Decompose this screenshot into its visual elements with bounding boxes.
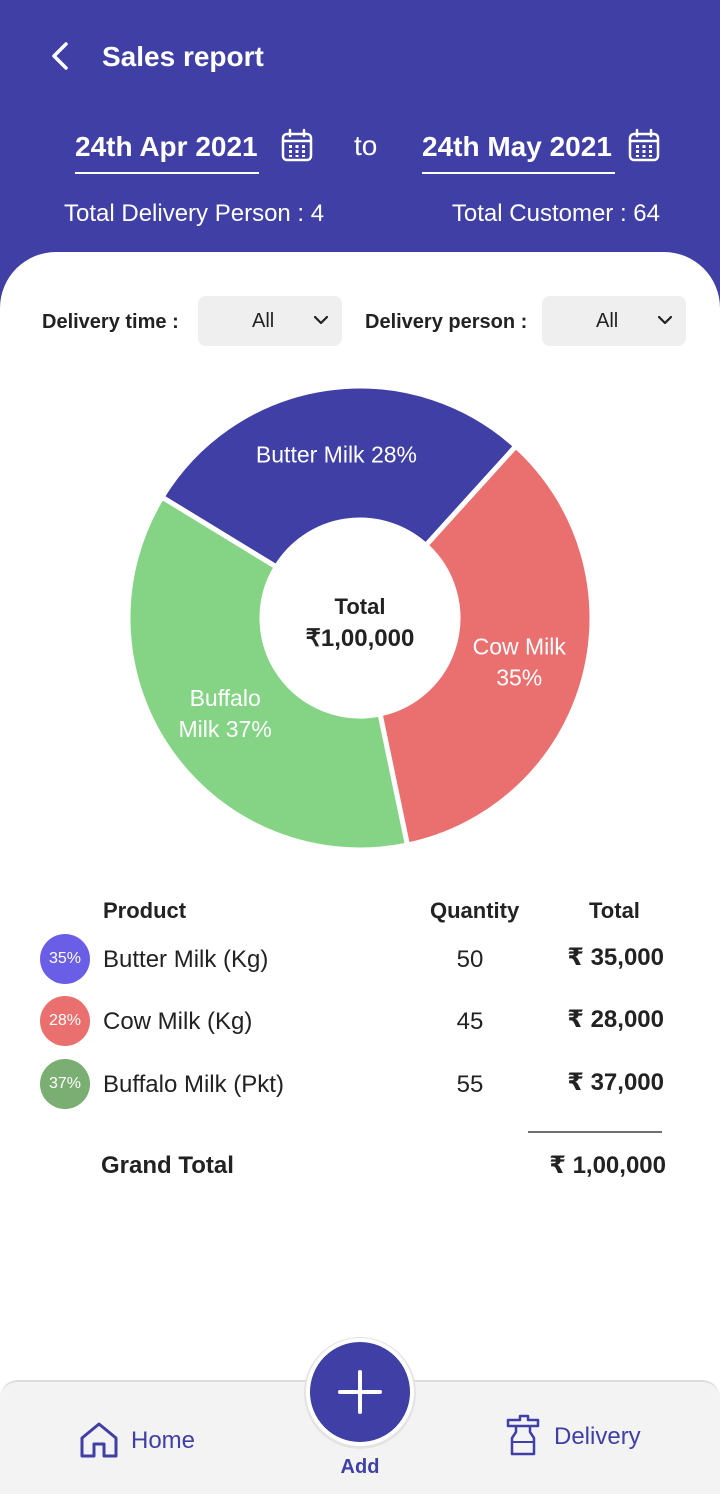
- delivery-time-label: Delivery time :: [42, 311, 179, 333]
- total-delivery-person: Total Delivery Person : 4: [64, 200, 325, 227]
- table-row: 35% Butter Milk (Kg) 50 ₹ 35,000: [0, 934, 720, 990]
- product-quantity: 50: [456, 946, 484, 973]
- back-arrow-icon: [52, 42, 68, 70]
- nav-delivery-label: Delivery: [554, 1423, 641, 1450]
- delivery-person-label: Delivery person :: [365, 311, 528, 333]
- pie-slice-label: Buffalo Milk 37%: [179, 685, 272, 742]
- back-button[interactable]: [44, 38, 80, 74]
- product-name: Buffalo Milk (Pkt): [103, 1071, 284, 1098]
- delivery-person-select[interactable]: All: [542, 296, 686, 346]
- end-calendar-button[interactable]: [627, 128, 661, 164]
- total-divider: [528, 1131, 662, 1133]
- product-quantity: 55: [456, 1071, 484, 1098]
- calendar-icon: [281, 128, 313, 162]
- chevron-down-icon: [313, 315, 329, 325]
- product-total: ₹ 35,000: [567, 944, 664, 971]
- calendar-icon: [628, 128, 660, 162]
- total-customer: Total Customer : 64: [451, 200, 660, 227]
- delivery-person-value: All: [596, 310, 619, 332]
- product-total: ₹ 37,000: [567, 1069, 664, 1096]
- date-range-separator: to: [354, 130, 378, 161]
- column-header-quantity: Quantity: [430, 898, 520, 923]
- start-calendar-button[interactable]: [280, 128, 314, 164]
- delivery-bottle-icon: [506, 1414, 540, 1456]
- add-button[interactable]: [306, 1338, 414, 1446]
- home-icon: [80, 1422, 118, 1458]
- nav-home-button[interactable]: Home: [78, 1420, 228, 1464]
- column-header-total: Total: [589, 898, 640, 923]
- plus-icon: [338, 1370, 382, 1414]
- table-row: 37% Buffalo Milk (Pkt) 55 ₹ 37,000: [0, 1059, 720, 1115]
- add-button-label[interactable]: Add: [340, 1456, 380, 1478]
- pie-slice: [158, 383, 520, 571]
- product-quantity: 45: [456, 1008, 484, 1035]
- product-name: Cow Milk (Kg): [103, 1008, 253, 1035]
- end-date-field[interactable]: 24th May 2021: [422, 128, 615, 174]
- chart-center-value: ₹1,00,000: [306, 625, 415, 652]
- chevron-down-icon: [657, 315, 673, 325]
- nav-home-label: Home: [131, 1427, 196, 1454]
- percent-badge: 35%: [40, 934, 90, 984]
- grand-total-label: Grand Total: [101, 1152, 234, 1179]
- pie-slice: [377, 442, 595, 849]
- delivery-time-value: All: [252, 310, 275, 332]
- product-total: ₹ 28,000: [567, 1006, 664, 1033]
- delivery-time-select[interactable]: All: [198, 296, 342, 346]
- percent-badge: 37%: [40, 1059, 90, 1109]
- page-title: Sales report: [102, 41, 264, 72]
- percent-badge: 28%: [40, 996, 90, 1046]
- nav-delivery-button[interactable]: Delivery: [504, 1414, 664, 1458]
- pie-slice: [125, 493, 411, 853]
- grand-total-value: ₹ 1,00,000: [549, 1152, 666, 1179]
- pie-slice-label: Cow Milk 35%: [473, 633, 567, 690]
- product-name: Butter Milk (Kg): [103, 946, 269, 973]
- table-row: 28% Cow Milk (Kg) 45 ₹ 28,000: [0, 996, 720, 1052]
- sales-donut-chart: Butter Milk 28% Cow Milk 35% Buffalo Milk 37…: [125, 383, 595, 853]
- pie-slice-label: Butter Milk 28%: [256, 442, 417, 468]
- chart-center-title: Total: [335, 594, 386, 619]
- column-header-product: Product: [103, 898, 187, 923]
- start-date-field[interactable]: 24th Apr 2021: [75, 128, 259, 174]
